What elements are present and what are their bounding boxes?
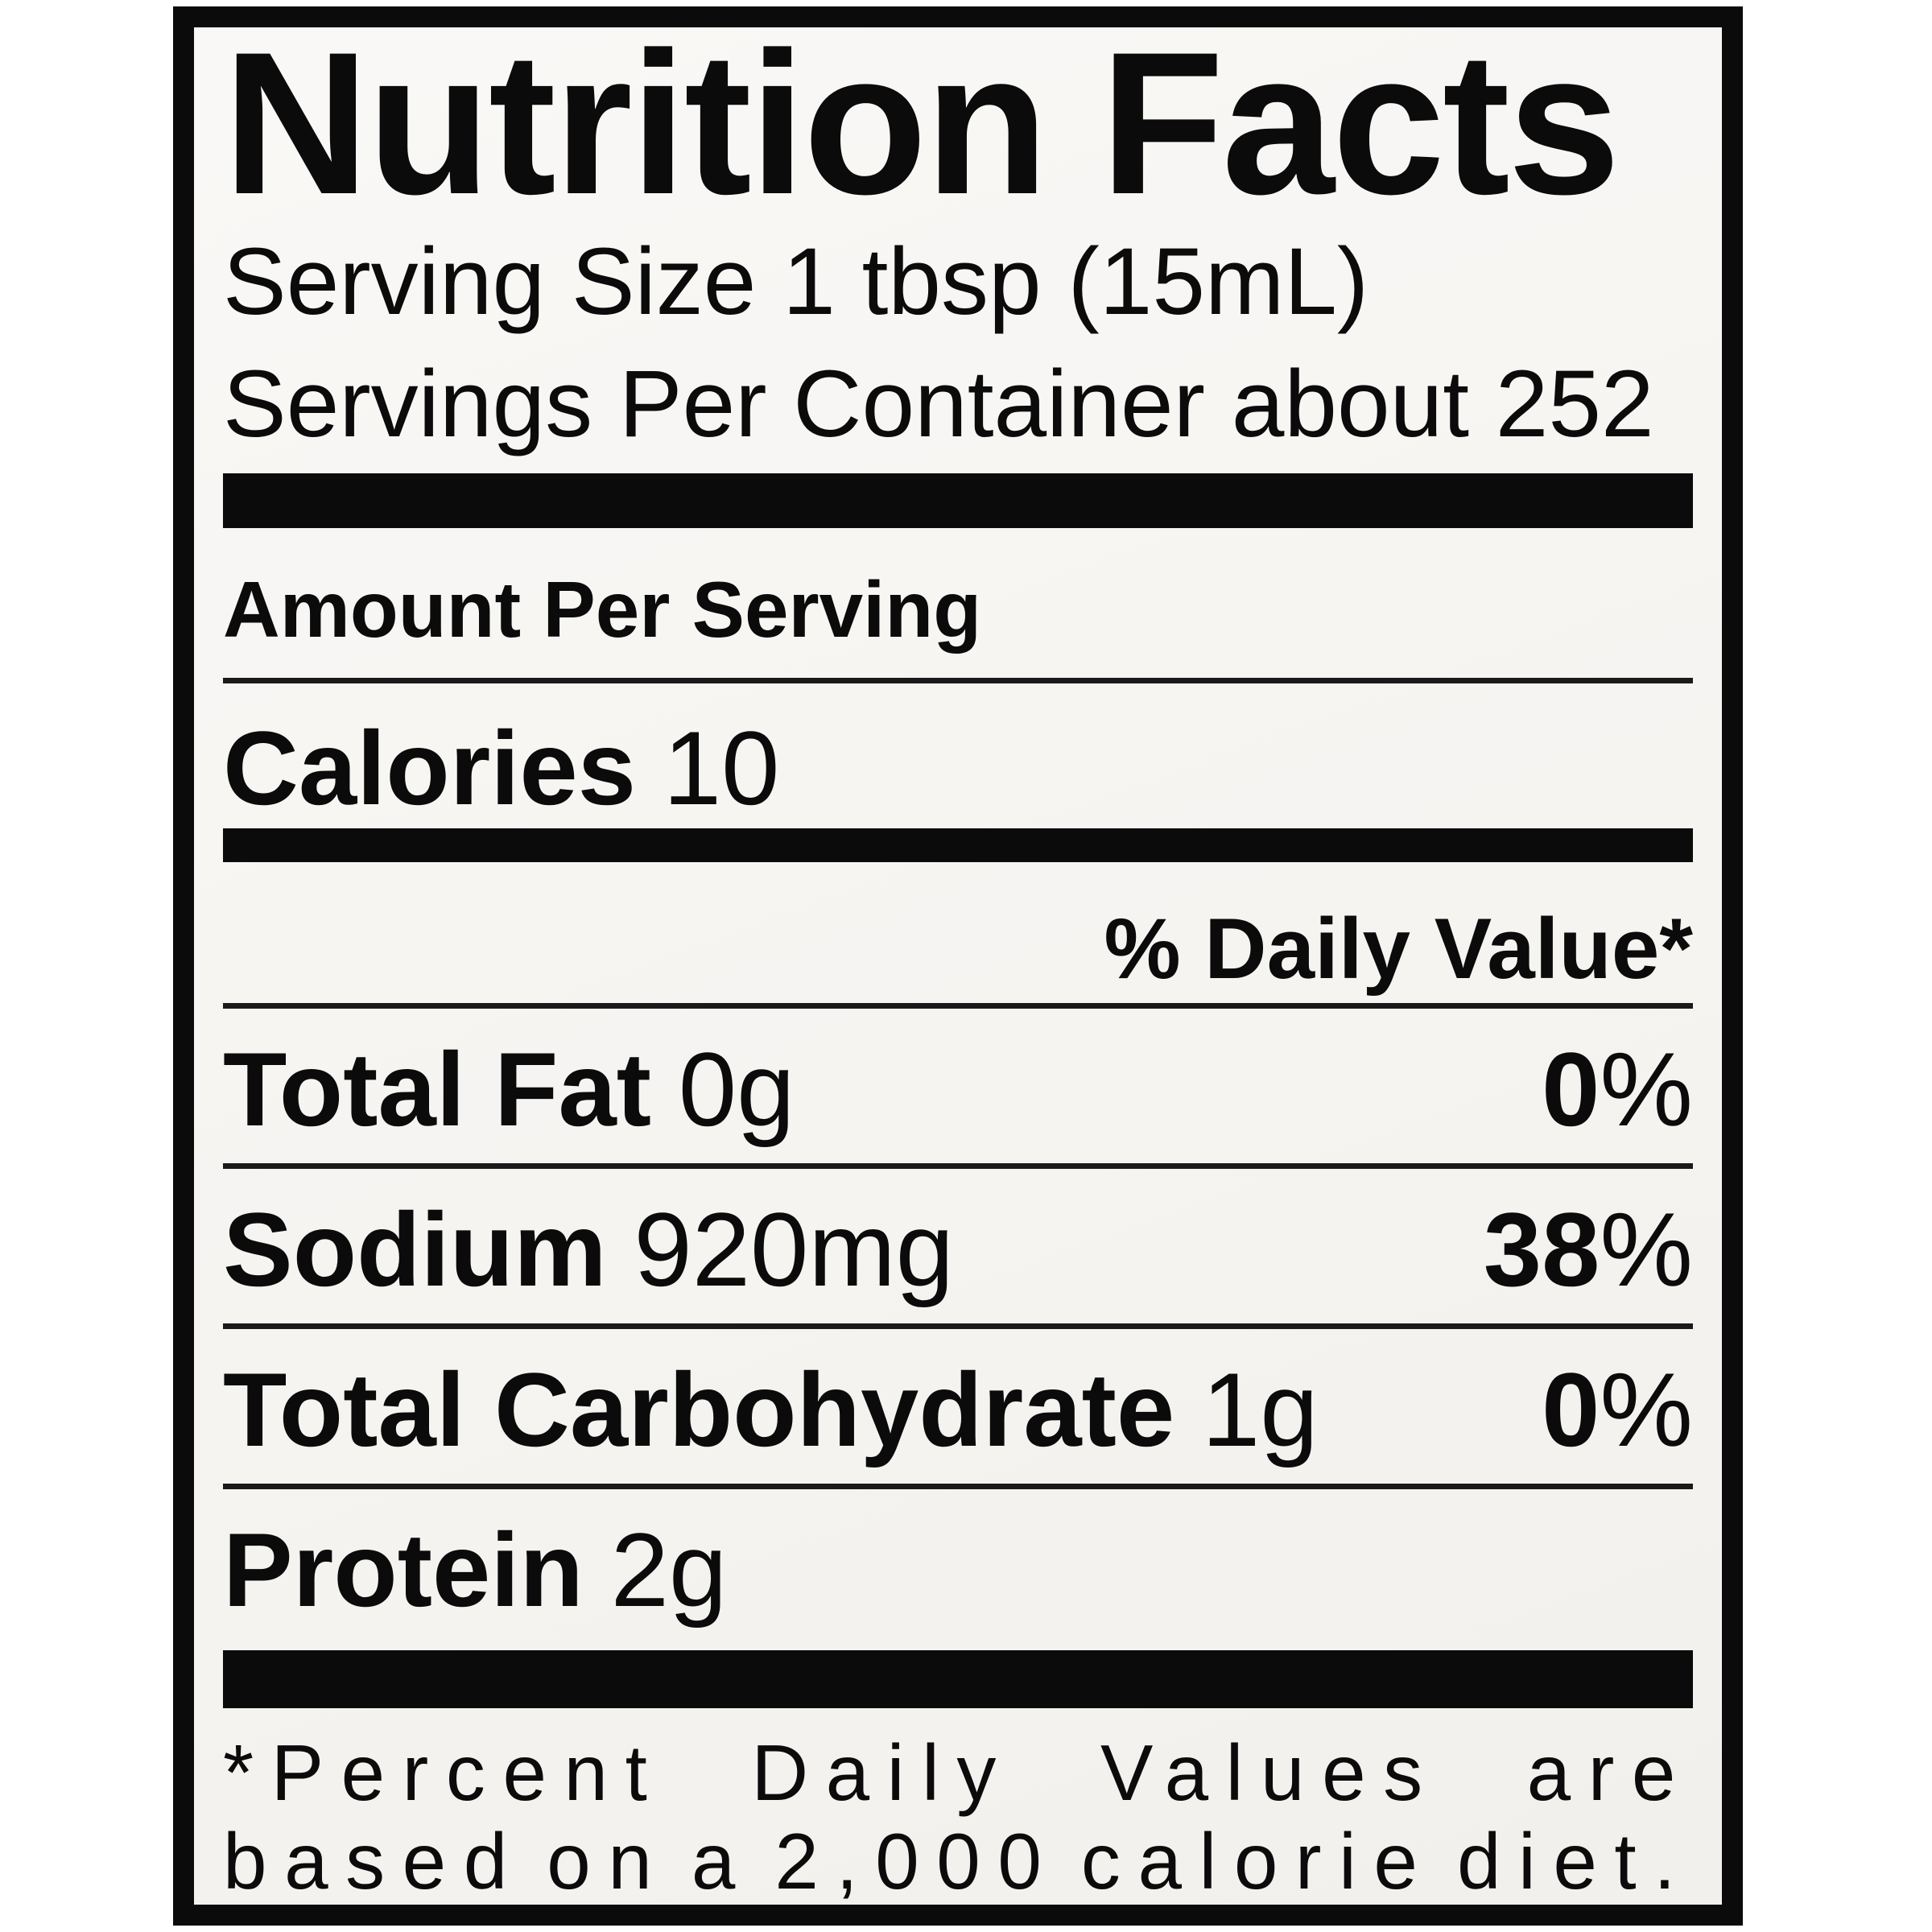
nutrient-amount: 1g <box>1201 1351 1319 1468</box>
dv-value: 0 <box>1542 1351 1600 1468</box>
hairline-rule-3 <box>223 1163 1693 1169</box>
footnote-word: diet. <box>1456 1817 1693 1905</box>
dv-value: 38 <box>1483 1191 1600 1308</box>
nutrient-left: Total Carbohydrate 1g <box>223 1353 1319 1466</box>
dv-value: 0 <box>1542 1030 1600 1148</box>
label-title: Nutrition Facts <box>223 10 1620 237</box>
footnote-word: calorie <box>1080 1817 1435 1905</box>
footnote-word: 2,000 <box>774 1817 1059 1905</box>
nutrient-row-total-carbohydrate: Total Carbohydrate 1g 0% <box>223 1329 1693 1466</box>
hairline-rule-1 <box>223 678 1693 683</box>
footnote-word: on <box>547 1817 670 1905</box>
footnote-word: based <box>223 1817 525 1905</box>
calories-row: Calories 10 <box>223 708 1693 828</box>
nutrient-dv: 38% <box>1484 1193 1693 1306</box>
amount-per-serving-heading: Amount Per Serving <box>223 565 982 654</box>
nutrient-row-sodium: Sodium 920mg 38% <box>223 1169 1693 1306</box>
footnote-line-1: *Percent Daily Values are <box>223 1728 1693 1817</box>
nutrient-name: Sodium <box>223 1191 607 1308</box>
hairline-rule-2 <box>223 1003 1693 1009</box>
nutrient-dv: 0% <box>1542 1353 1693 1466</box>
calories-label: Calories <box>223 709 637 827</box>
nutrient-name: Total Carbohydrate <box>223 1351 1175 1468</box>
footnote-word: *Percent <box>223 1728 665 1817</box>
nutrient-name: Protein <box>223 1511 584 1629</box>
nutrient-left: Protein 2g <box>223 1513 727 1626</box>
footnote: *Percent Daily Values are based on a 2,000 calo… <box>223 1728 1693 1905</box>
thick-separator-bottom <box>223 1650 1693 1708</box>
calories-value: 10 <box>663 709 780 827</box>
nutrient-amount: 920mg <box>634 1191 954 1308</box>
nutrient-amount: 0g <box>678 1030 795 1148</box>
percent-sign: % <box>1600 1191 1693 1308</box>
nutrient-dv: 0% <box>1542 1033 1693 1146</box>
footnote-word: are <box>1526 1728 1693 1817</box>
serving-size-line: Serving Size 1 tbsp (15mL) <box>223 229 1369 335</box>
medium-separator <box>223 828 1693 862</box>
footnote-word: Daily <box>751 1728 1013 1817</box>
servings-per-container-line: Servings Per Container about 252 <box>223 351 1654 457</box>
nutrient-amount: 2g <box>610 1511 728 1629</box>
footnote-line-2: based on a 2,000 calorie diet. <box>223 1817 1693 1905</box>
hairline-rule-4 <box>223 1323 1693 1329</box>
footnote-word: a <box>691 1817 753 1905</box>
thick-separator-top <box>223 473 1693 528</box>
percent-sign: % <box>1600 1030 1693 1148</box>
daily-value-header: % Daily Value* <box>1104 900 1693 997</box>
nutrition-facts-label: Nutrition Facts Serving Size 1 tbsp (15m… <box>173 6 1743 1926</box>
footnote-word: Values <box>1100 1728 1440 1817</box>
nutrient-row-protein: Protein 2g <box>223 1489 1693 1626</box>
percent-sign: % <box>1600 1351 1693 1468</box>
nutrient-name: Total Fat <box>223 1030 651 1148</box>
hairline-rule-5 <box>223 1484 1693 1489</box>
nutrient-left: Sodium 920mg <box>223 1193 954 1306</box>
nutrient-left: Total Fat 0g <box>223 1033 795 1146</box>
nutrient-row-total-fat: Total Fat 0g 0% <box>223 1009 1693 1146</box>
